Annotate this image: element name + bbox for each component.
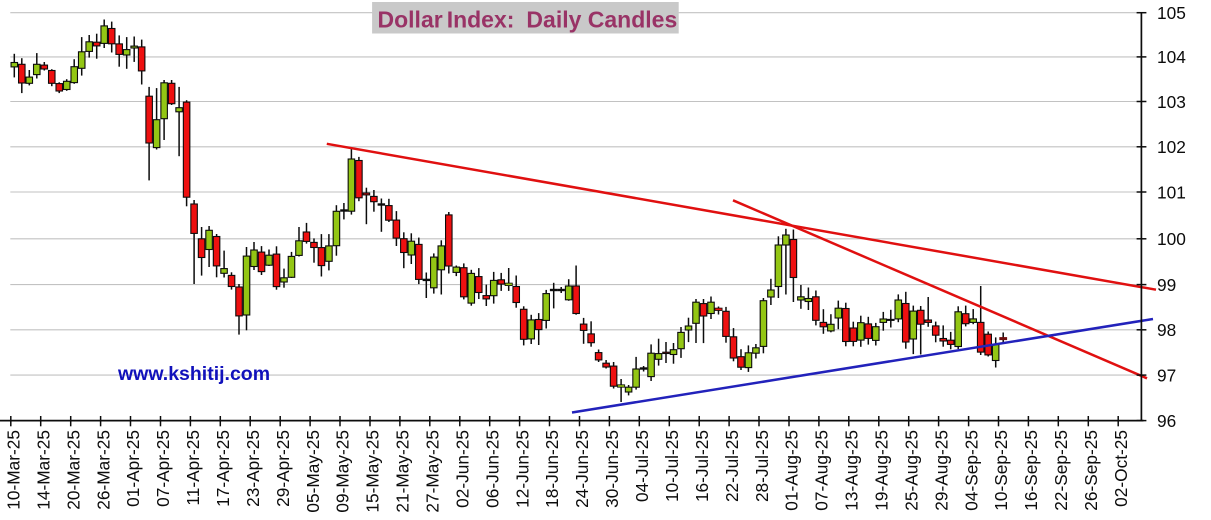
svg-text:23-Apr-25: 23-Apr-25 xyxy=(243,430,263,507)
svg-text:05-May-25: 05-May-25 xyxy=(303,430,323,513)
svg-text:12-Jun-25: 12-Jun-25 xyxy=(512,430,532,508)
svg-text:20-Mar-25: 20-Mar-25 xyxy=(63,430,83,510)
svg-text:16-Sep-25: 16-Sep-25 xyxy=(1021,430,1041,511)
svg-text:www.kshitij.com: www.kshitij.com xyxy=(117,363,270,385)
svg-text:07-Apr-25: 07-Apr-25 xyxy=(153,430,173,507)
svg-text:10-Jul-25: 10-Jul-25 xyxy=(662,430,682,502)
svg-text:99: 99 xyxy=(1157,275,1176,295)
svg-text:18-Jun-25: 18-Jun-25 xyxy=(542,430,562,508)
svg-text:19-Aug-25: 19-Aug-25 xyxy=(872,430,892,511)
svg-text:06-Jun-25: 06-Jun-25 xyxy=(482,430,502,508)
svg-text:15-May-25: 15-May-25 xyxy=(363,430,383,513)
svg-text:14-Mar-25: 14-Mar-25 xyxy=(33,430,53,510)
svg-text:27-May-25: 27-May-25 xyxy=(423,430,443,513)
svg-text:13-Aug-25: 13-Aug-25 xyxy=(842,430,862,511)
svg-text:22-Sep-25: 22-Sep-25 xyxy=(1051,430,1071,511)
svg-text:25-Aug-25: 25-Aug-25 xyxy=(901,430,921,511)
svg-text:96: 96 xyxy=(1157,411,1176,431)
svg-text:10-Sep-25: 10-Sep-25 xyxy=(991,430,1011,511)
svg-text:09-May-25: 09-May-25 xyxy=(333,430,353,513)
svg-text:101: 101 xyxy=(1157,182,1186,202)
svg-text:16-Jul-25: 16-Jul-25 xyxy=(692,430,712,502)
svg-text:29-Aug-25: 29-Aug-25 xyxy=(931,430,951,511)
svg-text:11-Apr-25: 11-Apr-25 xyxy=(183,430,203,506)
svg-text:105: 105 xyxy=(1157,3,1186,23)
svg-text:10-Mar-25: 10-Mar-25 xyxy=(4,430,24,510)
svg-text:29-Apr-25: 29-Apr-25 xyxy=(273,430,293,507)
svg-text:17-Apr-25: 17-Apr-25 xyxy=(213,430,233,507)
svg-text:04-Jul-25: 04-Jul-25 xyxy=(632,430,652,502)
svg-text:22-Jul-25: 22-Jul-25 xyxy=(722,430,742,502)
svg-text:103: 103 xyxy=(1157,92,1186,112)
svg-text:97: 97 xyxy=(1157,365,1176,385)
svg-text:26-Sep-25: 26-Sep-25 xyxy=(1081,430,1101,511)
svg-text:01-Aug-25: 01-Aug-25 xyxy=(782,430,802,511)
svg-text:98: 98 xyxy=(1157,320,1176,340)
svg-text:26-Mar-25: 26-Mar-25 xyxy=(93,430,113,510)
svg-text:30-Jun-25: 30-Jun-25 xyxy=(602,430,622,508)
svg-text:102: 102 xyxy=(1157,137,1186,157)
svg-text:28-Jul-25: 28-Jul-25 xyxy=(752,430,772,502)
svg-text:24-Jun-25: 24-Jun-25 xyxy=(572,430,592,508)
svg-text:104: 104 xyxy=(1157,47,1186,67)
svg-text:04-Sep-25: 04-Sep-25 xyxy=(961,430,981,511)
svg-text:01-Apr-25: 01-Apr-25 xyxy=(123,430,143,507)
svg-text:07-Aug-25: 07-Aug-25 xyxy=(812,430,832,511)
svg-text:100: 100 xyxy=(1157,229,1186,249)
svg-text:21-May-25: 21-May-25 xyxy=(393,430,413,513)
svg-text:02-Jun-25: 02-Jun-25 xyxy=(452,430,472,508)
svg-text:02-Oct-25: 02-Oct-25 xyxy=(1111,430,1131,507)
